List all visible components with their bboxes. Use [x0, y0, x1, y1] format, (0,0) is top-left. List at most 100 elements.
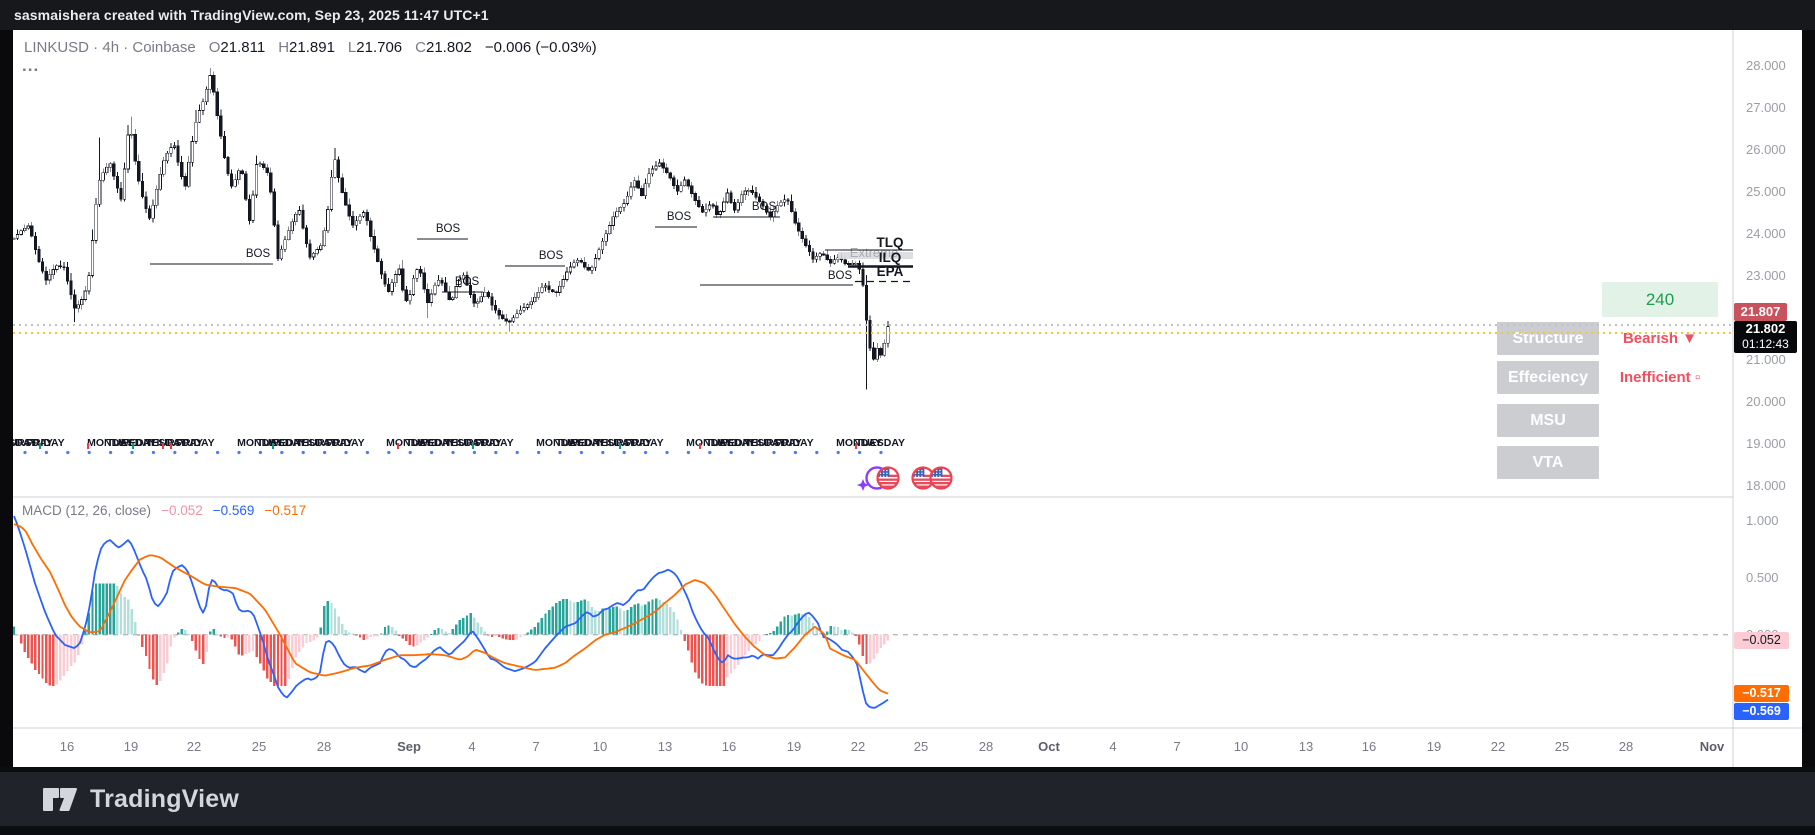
session-dot	[751, 450, 755, 455]
hist-bar	[37, 634, 41, 674]
time-tick-label: 25	[251, 739, 267, 754]
hist-bar	[626, 609, 629, 635]
macd-title: MACD (12, 26, close)	[22, 503, 152, 518]
candle-body	[190, 141, 195, 163]
hist-bar	[226, 634, 230, 638]
candle-body	[458, 279, 462, 287]
session-dot	[344, 450, 348, 455]
hist-bar	[176, 632, 180, 635]
macd-signal-badge: −0.517	[1734, 685, 1789, 702]
session-dot	[258, 450, 262, 455]
hist-bar	[276, 634, 280, 686]
tradingview-logo[interactable]: TradingView	[42, 785, 239, 814]
candle-body	[408, 294, 412, 302]
hist-bar	[815, 628, 818, 635]
candle-body	[818, 253, 822, 257]
candle-body	[572, 262, 576, 268]
candle-body	[55, 265, 59, 270]
hist-bar	[319, 627, 322, 635]
hist-bar	[48, 634, 51, 686]
hist-bar	[876, 634, 879, 654]
candle-body	[729, 192, 733, 203]
hist-bar	[633, 604, 636, 635]
legend-more-button[interactable]: ...	[22, 56, 40, 75]
candle-body	[643, 183, 648, 197]
time-tick-label: Oct	[1038, 739, 1060, 754]
us-flag-icon	[929, 466, 953, 490]
hist-bar	[109, 583, 112, 635]
event-tick	[472, 443, 474, 449]
candle-body	[661, 162, 665, 169]
candle-body	[779, 201, 783, 206]
hist-bar	[505, 634, 508, 640]
hist-bar	[344, 629, 347, 635]
candle-body	[254, 164, 259, 196]
time-tick-label: 16	[1361, 739, 1377, 754]
macd-hist-badge: −0.052	[1734, 632, 1789, 649]
candle-body	[215, 91, 219, 116]
candle-body	[23, 227, 27, 232]
time-tick-label: Sep	[397, 739, 421, 754]
candle-body	[262, 163, 266, 169]
countdown-price: 21.802	[1745, 321, 1786, 336]
candle-body	[761, 201, 765, 207]
candle-body	[814, 255, 819, 260]
day-label: TUESDAY	[107, 437, 156, 449]
candle-body	[397, 268, 401, 275]
time-tick-label: 4	[468, 739, 476, 754]
hist-bar	[704, 634, 708, 686]
candle-body	[319, 245, 323, 250]
day-of-week-labels: MONDAYTUESDAYWEDNESDAYTHURSDAYFRIDAYMOND…	[0, 437, 905, 449]
candle-body	[693, 193, 697, 201]
candle-body	[443, 282, 448, 293]
candle-body	[251, 194, 255, 221]
hist-bar	[398, 634, 401, 636]
macd-legend[interactable]: MACD (12, 26, close) −0.052 −0.569 −0.51…	[22, 503, 306, 518]
hist-bar	[41, 634, 44, 679]
hist-bar	[833, 626, 836, 635]
candle-body	[290, 221, 294, 232]
symbol-title[interactable]: LINKUSD · 4h · Coinbase	[24, 39, 196, 56]
hist-bar	[358, 634, 362, 638]
hist-bar	[487, 634, 490, 636]
candle-body	[665, 167, 669, 174]
hist-bar	[826, 631, 829, 635]
candle-body	[130, 134, 134, 136]
candle-body	[657, 162, 662, 167]
day-label: WEDNESDAY	[119, 437, 186, 449]
hist-bar	[804, 614, 808, 635]
hist-bar	[437, 627, 440, 635]
candle-body	[208, 75, 212, 90]
candle-body	[172, 145, 177, 148]
last-price-badge: 21.807	[1734, 303, 1787, 321]
candle-body	[204, 89, 209, 103]
price-tick-label: 19.000	[1746, 436, 1786, 451]
hist-bar	[604, 609, 608, 635]
candle-body	[690, 185, 694, 194]
hist-bar	[519, 634, 522, 638]
symbol-legend[interactable]: LINKUSD · 4h · Coinbase O21.811 H21.891 …	[24, 39, 597, 56]
candle-body	[757, 196, 762, 202]
candle-body	[48, 274, 52, 281]
candle-body	[15, 234, 20, 239]
hist-bar	[629, 607, 633, 635]
hist-bar	[155, 634, 158, 686]
price-tick-label: 21.000	[1746, 352, 1786, 367]
day-label: TUESDAY	[856, 437, 905, 449]
event-tick	[162, 443, 164, 449]
time-tick-label: 28	[978, 739, 994, 754]
hist-bar	[708, 634, 711, 686]
candle-body	[490, 296, 494, 306]
hist-bar	[166, 634, 169, 664]
candle-body	[176, 145, 180, 163]
event-tick	[397, 443, 399, 449]
time-tick-label: 19	[1426, 739, 1442, 754]
candle-body	[386, 283, 391, 292]
candle-body	[69, 280, 73, 295]
candle-body	[308, 243, 312, 258]
candle-body	[558, 285, 562, 293]
candle-body	[536, 291, 540, 298]
hist-bar	[66, 634, 69, 671]
session-dot	[66, 450, 70, 455]
